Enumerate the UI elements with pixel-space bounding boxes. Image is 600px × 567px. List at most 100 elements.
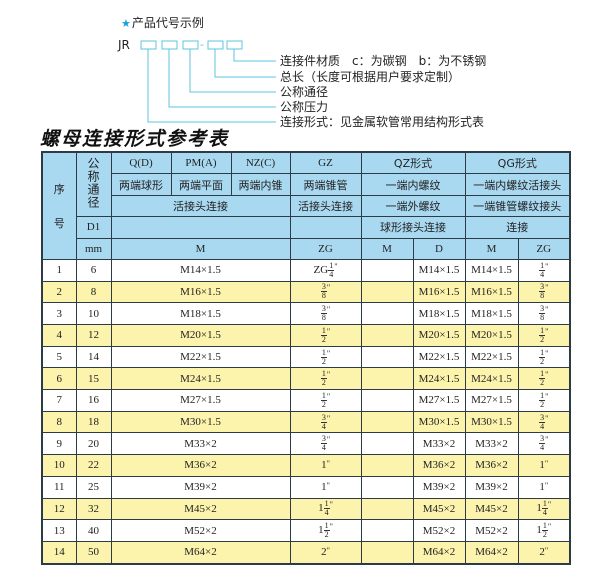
cell-qg-m: M24×1.5	[464, 367, 519, 391]
cell-zg: 1 2 "	[289, 389, 362, 412]
cell-zg: ZG 1 4 "	[289, 258, 362, 282]
header-d1: D1	[75, 216, 112, 239]
header-gz-desc2: 活接头连接	[289, 194, 362, 218]
cell-m: M27×1.5	[110, 389, 291, 412]
cell-m: M18×1.5	[110, 302, 291, 326]
cell-qg-m: M18×1.5	[464, 302, 519, 326]
header-mm: mm	[75, 237, 112, 260]
cell-qz-m	[360, 280, 414, 304]
code-box-length	[207, 40, 224, 50]
header-qz-d: D	[412, 237, 466, 260]
cell-qg-m: M22×1.5	[464, 345, 519, 369]
cell-qz-m	[360, 475, 414, 499]
cell-seq: 10	[41, 454, 77, 477]
cell-dn: 8	[75, 280, 112, 304]
cell-seq: 3	[41, 302, 77, 326]
leader-line	[168, 49, 276, 108]
cell-dn: 40	[75, 519, 112, 542]
header-empty	[110, 216, 291, 239]
example-title-text: 产品代号示例	[131, 16, 204, 30]
table-row: 7 16 M27×1.5 1 2 " M27×1.5 M27×1.5 1 2 "	[41, 389, 571, 412]
header-qz-desc1: 一端内螺纹	[360, 173, 466, 196]
leader-line	[147, 49, 276, 123]
cell-qg-zg: 1 4 "	[517, 258, 571, 282]
cell-qz-d: M39×2	[412, 475, 466, 499]
cell-qg-zg: 2"	[517, 540, 571, 565]
header-qg-m: M	[464, 237, 519, 260]
cell-dn: 10	[75, 302, 112, 326]
cell-m: M36×2	[110, 454, 291, 477]
code-box-connection	[140, 40, 157, 50]
cell-m: M22×1.5	[110, 345, 291, 369]
table-row: 4 12 M20×1.5 1 2 " M20×1.5 M20×1.5 1 2 "	[41, 324, 571, 347]
cell-zg: 2"	[289, 540, 362, 565]
code-prefix: JR	[118, 38, 130, 52]
cell-seq: 12	[41, 497, 77, 521]
cell-qg-zg: 3 8 "	[517, 280, 571, 304]
cell-dn: 32	[75, 497, 112, 521]
table-row: 9 20 M33×2 3 4 " M33×2 M33×2 3 4 "	[41, 432, 571, 456]
cell-seq: 13	[41, 519, 77, 542]
header-gz: GZ	[289, 151, 362, 175]
cell-qg-zg: 1 2 "	[517, 389, 571, 412]
table-row: 12 32 M45×2 1 1 4 " M45×2 M45×2 1 1 4 "	[41, 497, 571, 521]
cell-dn: 14	[75, 345, 112, 369]
cell-qg-zg: 1"	[517, 454, 571, 477]
code-separator: -	[200, 38, 204, 51]
cell-zg: 3 4 "	[289, 432, 362, 456]
code-box-pressure	[161, 40, 178, 50]
cell-qz-d: M24×1.5	[412, 367, 466, 391]
cell-qz-m	[360, 454, 414, 477]
header-empty	[289, 216, 362, 239]
cell-qg-m: M45×2	[464, 497, 519, 521]
header-qg-desc3: 连接	[464, 216, 571, 239]
cell-qz-m	[360, 410, 414, 434]
star-icon: ★	[121, 17, 131, 30]
cell-qz-d: M64×2	[412, 540, 466, 565]
cell-qz-d: M45×2	[412, 497, 466, 521]
cell-qz-d: M16×1.5	[412, 280, 466, 304]
cell-dn: 6	[75, 258, 112, 282]
cell-qz-d: M27×1.5	[412, 389, 466, 412]
cell-qz-m	[360, 302, 414, 326]
cell-qg-zg: 3 4 "	[517, 410, 571, 434]
cell-qg-zg: 3 4 "	[517, 432, 571, 456]
cell-qg-m: M14×1.5	[464, 258, 519, 282]
cell-qg-m: M36×2	[464, 454, 519, 477]
nut-connection-table: 序 号 公称通径 Q(D) PM(A) NZ(C) GZ QZ形式 QG形式 两…	[41, 151, 572, 565]
cell-qz-d: M36×2	[412, 454, 466, 477]
header-qz-desc2: 一端外螺纹	[360, 194, 466, 218]
cell-seq: 5	[41, 345, 77, 369]
cell-m: M39×2	[110, 475, 291, 499]
cell-seq: 2	[41, 280, 77, 304]
cell-qg-m: M52×2	[464, 519, 519, 542]
table-row: 8 18 M30×1.5 3 4 " M30×1.5 M30×1.5 3 4 "	[41, 410, 571, 434]
cell-zg: 1 1 2 "	[289, 519, 362, 542]
header-qg-desc1: 一端内螺纹活接头	[464, 173, 571, 196]
label-diameter: 公称通径	[280, 85, 329, 99]
code-box-diameter	[182, 40, 199, 50]
leader-line	[233, 49, 276, 62]
cell-qz-m	[360, 258, 414, 282]
label-length: 总长（长度可根据用户要求定制）	[280, 70, 461, 84]
header-qg: QG形式	[464, 151, 571, 175]
table-row: 1 6 M14×1.5 ZG 1 4 " M14×1.5 M14×1.5 1 4 "	[41, 258, 571, 282]
header-union-desc: 活接头连接	[110, 194, 291, 218]
product-code-example-title: ★产品代号示例	[121, 14, 204, 31]
cell-dn: 50	[75, 540, 112, 565]
cell-qg-m: M16×1.5	[464, 280, 519, 304]
cell-qg-zg: 3 8 "	[517, 302, 571, 326]
header-unit-zg: ZG	[289, 237, 362, 260]
cell-seq: 1	[41, 258, 77, 282]
table-row: 3 10 M18×1.5 3 8 " M18×1.5 M18×1.5 3 8 "	[41, 302, 571, 326]
cell-m: M33×2	[110, 432, 291, 456]
